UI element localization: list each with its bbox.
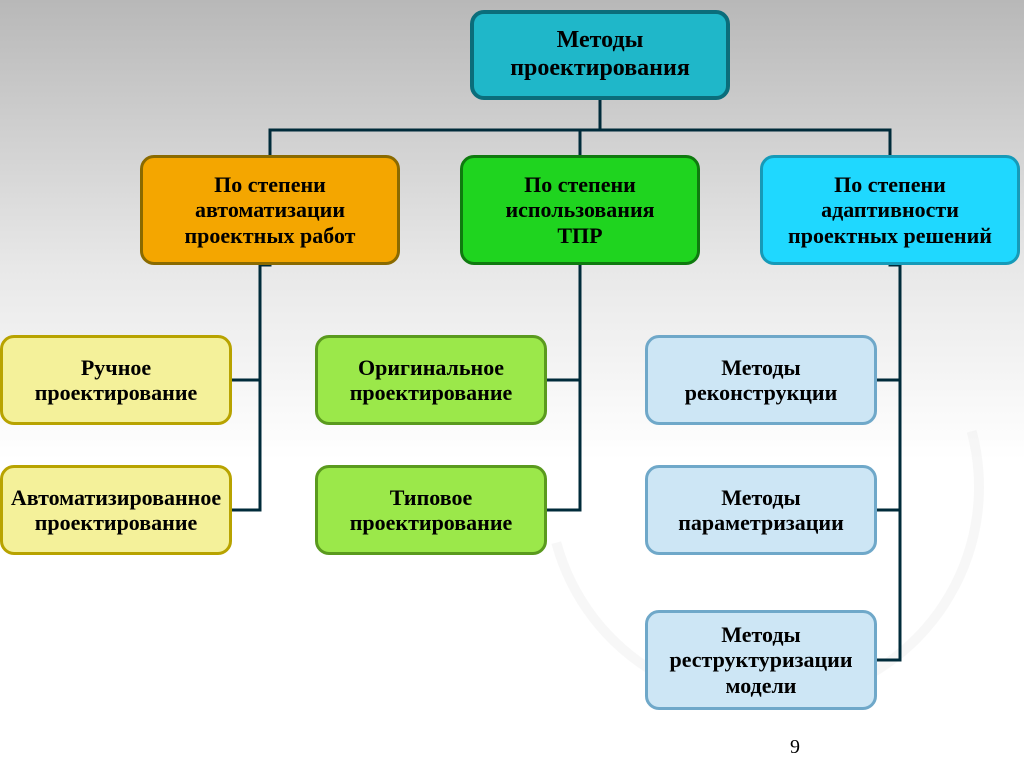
node-c3c: Методы реструктуризации модели [645,610,877,710]
node-c2a: Оригинальное проектирование [315,335,547,425]
node-cat1: По степени автоматизации проектных работ [140,155,400,265]
node-c1a: Ручное проектирование [0,335,232,425]
diagram-stage: 9 Методы проектирования По степени автома… [0,0,1024,767]
node-c2b: Типовое проектирование [315,465,547,555]
node-c3b: Методы параметризации [645,465,877,555]
node-c1b: Автоматизированное проектирование [0,465,232,555]
node-cat3: По степени адаптивности проектных решени… [760,155,1020,265]
node-root: Методы проектирования [470,10,730,100]
node-c3a: Методы реконструкции [645,335,877,425]
page-number: 9 [790,736,800,759]
node-cat2: По степени использования ТПР [460,155,700,265]
